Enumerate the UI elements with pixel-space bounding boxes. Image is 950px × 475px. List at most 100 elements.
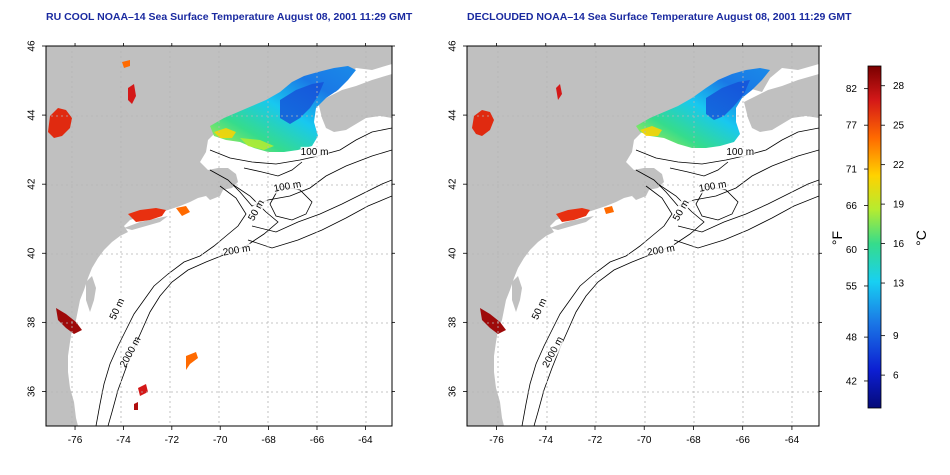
graticule (46, 46, 392, 426)
fahrenheit-label: °F (829, 231, 845, 245)
long-island-land (124, 216, 168, 230)
lon-tick-label: -76 (68, 435, 83, 446)
contour-depth-label: 200 m (646, 243, 675, 259)
lat-tick-label: 46 (27, 40, 38, 52)
gulf-warm-edge-2 (240, 138, 274, 150)
warm-patch-small-1 (556, 84, 562, 100)
warm-patch-small-2 (122, 60, 130, 68)
celsius-tick-label: 28 (893, 81, 905, 92)
fahrenheit-tick-label: 60 (846, 245, 858, 256)
nova-scotia-land (318, 74, 392, 132)
celsius-tick-label: 19 (893, 200, 905, 211)
warm-patch-chesapeake (480, 308, 506, 334)
contour-label-bg (221, 242, 252, 258)
contour-depth-label: 100 m (301, 147, 329, 158)
warm-patch-long-island-sound (128, 208, 166, 222)
contour-label-bg (244, 195, 268, 225)
cape-cod-land (206, 178, 224, 200)
lat-tick-label: 44 (448, 109, 459, 121)
lon-tick-label: -74 (539, 435, 554, 446)
celsius-tick-label: 13 (893, 279, 905, 290)
bathymetry-contours (95, 127, 392, 426)
warm-patch-long-island-sound (556, 208, 590, 222)
right-map-panel (466, 45, 820, 427)
lat-tick-label: 38 (448, 316, 459, 328)
gulf-of-maine-cold-core (280, 82, 324, 124)
lat-tick-label: 40 (448, 247, 459, 259)
contour-label-bg (726, 146, 755, 157)
lon-tick-label: -64 (785, 435, 800, 446)
lon-tick-label: -70 (637, 435, 652, 446)
delmarva-land (512, 276, 522, 312)
lon-tick-label: -66 (735, 435, 750, 446)
gulf-of-maine-warm-edge (640, 126, 662, 136)
celsius-tick-label: 6 (893, 371, 899, 382)
lon-tick-label: -72 (588, 435, 603, 446)
map-frame (466, 45, 820, 427)
lat-tick-label: 46 (448, 40, 459, 52)
contour-depth-label: 100 m (698, 179, 727, 195)
contour-label-bg (541, 337, 564, 367)
fahrenheit-tick-label: 77 (846, 121, 858, 132)
warm-patch-maine-coast (472, 110, 494, 136)
contour-label-bg (272, 179, 303, 194)
contour-label-bg (669, 195, 693, 225)
contour-label-bg (697, 179, 728, 194)
left-map-panel (45, 45, 393, 427)
warm-patch-nj-shore (604, 206, 614, 214)
bathymetry-contours (521, 127, 819, 426)
lon-tick-label: -70 (213, 435, 228, 446)
lon-tick-label: -66 (310, 435, 325, 446)
lat-tick-label: 36 (27, 385, 38, 397)
fahrenheit-tick-label: 55 (846, 281, 858, 292)
left-panel-title: RU COOL NOAA–14 Sea Surface Temperature … (46, 11, 413, 23)
lat-tick-label: 40 (27, 247, 38, 259)
lat-tick-label: 42 (27, 178, 38, 190)
celsius-tick-label: 16 (893, 239, 905, 250)
fahrenheit-tick-label: 48 (846, 333, 858, 344)
temperature-colorbar: 82 77 71 66 60 55 48 42 28 25 22 19 16 13 9 6 °F °C (829, 65, 929, 409)
contour-depth-label: 100 m (726, 147, 754, 158)
map-frame (45, 45, 393, 427)
celsius-tick-label: 22 (893, 160, 905, 171)
north-america-land (467, 46, 819, 426)
contour-label-bg (300, 146, 329, 157)
lat-tick-label: 42 (448, 178, 459, 190)
gulf-of-maine-cold-core (706, 80, 750, 120)
fahrenheit-tick-label: 42 (846, 376, 858, 387)
warm-patch-offshore-3 (134, 402, 138, 410)
fahrenheit-tick-label: 71 (846, 165, 858, 176)
celsius-tick-label: 25 (893, 121, 905, 132)
nova-scotia-land (744, 74, 819, 132)
warm-patch-offshore-1 (138, 384, 148, 396)
delmarva-land (86, 276, 96, 312)
lat-tick-label: 38 (27, 316, 38, 328)
lon-tick-label: -72 (165, 435, 180, 446)
celsius-label: °C (913, 230, 929, 246)
contour-label-bg (528, 294, 550, 324)
warm-patch-nj-shore (176, 206, 190, 216)
lon-tick-label: -76 (489, 435, 504, 446)
contour-depth-label: 200 m (222, 243, 251, 259)
warm-patch-maine-coast (48, 108, 72, 138)
fahrenheit-tick-label: 82 (846, 84, 858, 95)
right-panel-title: DECLOUDED NOAA–14 Sea Surface Temperatur… (467, 11, 852, 23)
north-america-land (46, 46, 392, 426)
lon-tick-label: -74 (116, 435, 131, 446)
lon-tick-label: -68 (686, 435, 701, 446)
contour-label-bg (119, 337, 142, 367)
warm-patch-small-1 (128, 84, 136, 104)
contour-label-bg (646, 242, 676, 258)
fahrenheit-tick-label: 66 (846, 201, 858, 212)
contour-label-bg (106, 294, 128, 324)
contour-depth-label: 100 m (273, 179, 302, 195)
warm-patch-chesapeake (56, 308, 82, 334)
lon-tick-label: -64 (358, 435, 373, 446)
long-island-land (550, 216, 594, 230)
celsius-tick-label: 9 (893, 331, 899, 342)
lat-tick-label: 44 (27, 109, 38, 121)
axis-labels: -76 -74 -72 -70 -68 -66 -64 36 38 40 42 44 46 -76 -74 -… (27, 40, 822, 446)
warm-patch-offshore-2 (186, 352, 198, 370)
lon-tick-label: -68 (261, 435, 276, 446)
